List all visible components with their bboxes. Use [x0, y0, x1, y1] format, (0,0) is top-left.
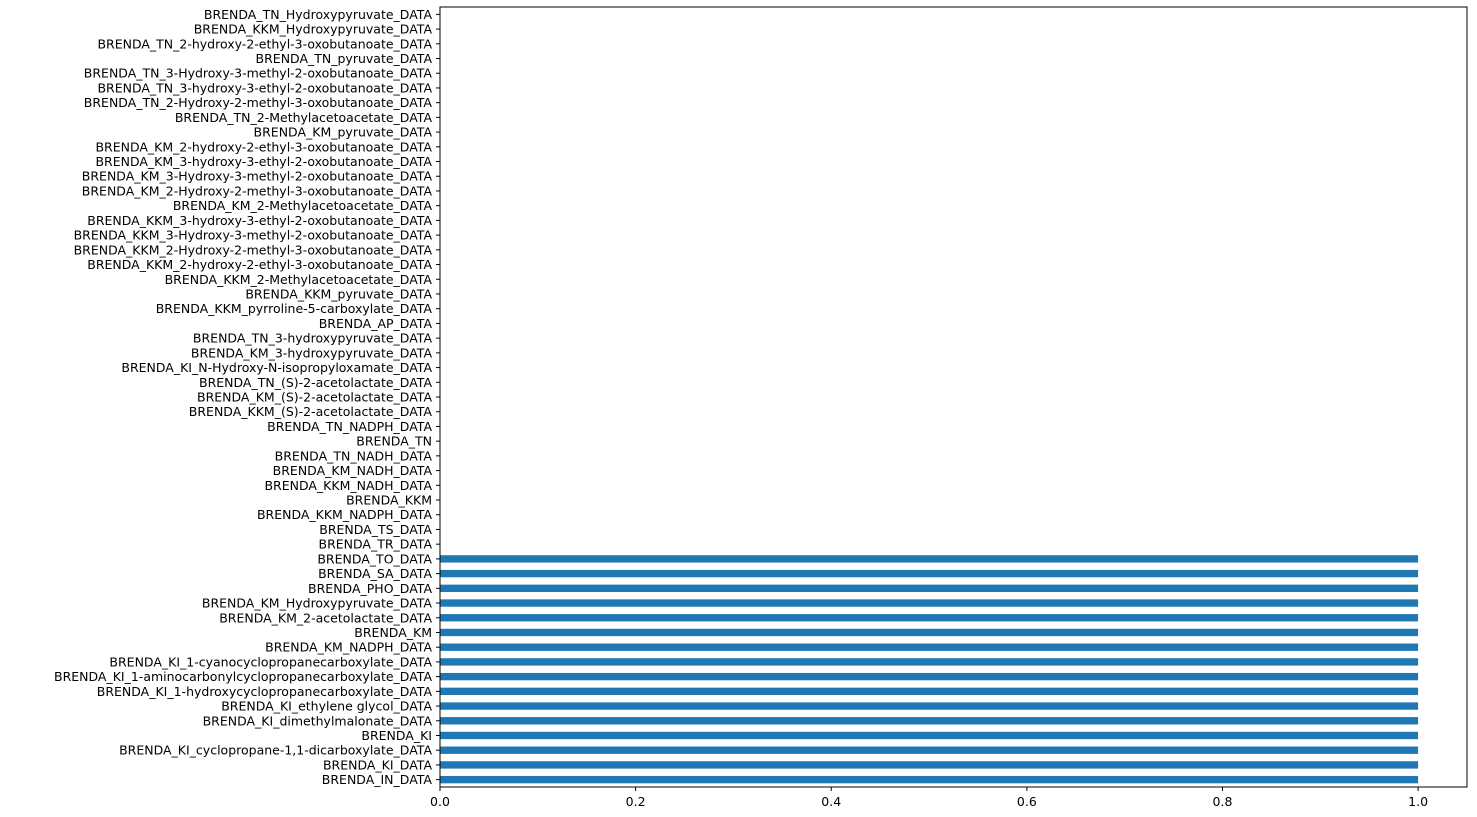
y-tick-label: BRENDA_AP_DATA	[319, 316, 433, 331]
y-tick-label: BRENDA_TN_NADH_DATA	[275, 448, 433, 463]
y-tick-label: BRENDA_TN_3-hydroxy-3-ethyl-2-oxobutanoa…	[97, 80, 432, 95]
y-tick-label: BRENDA_KKM_pyruvate_DATA	[245, 286, 432, 301]
y-tick-label: BRENDA_KKM_2-Hydroxy-2-methyl-3-oxobutan…	[74, 242, 433, 257]
y-axis-ticks: BRENDA_IN_DATABRENDA_KI_DATABRENDA_KI_cy…	[54, 7, 440, 787]
x-tick-label: 0.2	[626, 794, 646, 809]
y-tick-label: BRENDA_KKM_2-Methylacetoacetate_DATA	[165, 272, 433, 287]
y-tick-label: BRENDA_KKM_3-hydroxy-3-ethyl-2-oxobutano…	[87, 213, 432, 228]
y-tick-label: BRENDA_TO_DATA	[317, 551, 432, 566]
plot-frame	[439, 6, 1468, 788]
y-tick-label: BRENDA_KKM_NADH_DATA	[264, 478, 432, 493]
y-tick-label: BRENDA_TN	[356, 434, 432, 449]
bars-layer	[440, 555, 1419, 784]
y-tick-label: BRENDA_KM_3-Hydroxy-3-methyl-2-oxobutano…	[82, 169, 433, 184]
y-tick-label: BRENDA_KM_Hydroxypyruvate_DATA	[202, 596, 433, 611]
y-tick-label: BRENDA_TN_2-Hydroxy-2-methyl-3-oxobutano…	[84, 95, 433, 110]
y-tick-label: BRENDA_KKM_(S)-2-acetolactate_DATA	[189, 404, 433, 419]
y-tick-label: BRENDA_TS_DATA	[319, 522, 432, 537]
bar	[440, 702, 1419, 710]
bar	[440, 746, 1419, 754]
y-tick-label: BRENDA_TN_2-Methylacetoacetate_DATA	[175, 110, 433, 125]
bar	[440, 687, 1419, 696]
y-tick-label: BRENDA_KI_1-cyanocyclopropanecarboxylate…	[109, 654, 432, 669]
bar	[440, 599, 1419, 607]
y-tick-label: BRENDA_TN_3-Hydroxy-3-methyl-2-oxobutano…	[84, 66, 433, 81]
y-tick-label: BRENDA_KKM	[346, 493, 432, 508]
bar	[440, 672, 1419, 681]
bar	[440, 731, 1419, 740]
bar	[440, 555, 1419, 563]
bar	[440, 658, 1419, 666]
y-tick-label: BRENDA_KI_cyclopropane-1,1-dicarboxylate…	[119, 743, 432, 758]
bar	[440, 569, 1419, 578]
bar	[440, 628, 1419, 637]
x-tick-label: 0.0	[430, 794, 450, 809]
y-tick-label: BRENDA_KM_3-hydroxypyruvate_DATA	[191, 345, 433, 360]
x-tick-label: 0.6	[1017, 794, 1037, 809]
y-tick-label: BRENDA_KM_2-Hydroxy-2-methyl-3-oxobutano…	[82, 183, 433, 198]
x-tick-label: 0.4	[821, 794, 841, 809]
y-tick-label: BRENDA_KM_pyruvate_DATA	[254, 125, 433, 140]
x-axis-ticks: 0.0 0.2 0.4 0.6 0.8 1.0	[430, 787, 1428, 809]
y-tick-label: BRENDA_KI_DATA	[323, 757, 433, 772]
y-tick-label: BRENDA_KKM_Hydroxypyruvate_DATA	[194, 22, 433, 37]
y-tick-label: BRENDA_KI	[361, 728, 432, 743]
y-tick-label: BRENDA_TN_pyruvate_DATA	[256, 51, 433, 66]
bar	[440, 761, 1419, 769]
y-tick-label: BRENDA_TN_(S)-2-acetolactate_DATA	[199, 375, 432, 390]
y-tick-label: BRENDA_KKM_2-hydroxy-2-ethyl-3-oxobutano…	[87, 257, 432, 272]
y-tick-label: BRENDA_KI_ethylene glycol_DATA	[221, 699, 432, 714]
y-tick-label: BRENDA_KKM_3-Hydroxy-3-methyl-2-oxobutan…	[74, 228, 433, 243]
bar	[440, 584, 1419, 592]
y-tick-label: BRENDA_TN_2-hydroxy-2-ethyl-3-oxobutanoa…	[97, 36, 432, 51]
bar	[440, 643, 1419, 651]
y-tick-label: BRENDA_PHO_DATA	[308, 581, 432, 596]
y-tick-label: BRENDA_KM_(S)-2-acetolactate_DATA	[197, 390, 432, 405]
bar	[440, 614, 1419, 622]
y-tick-label: BRENDA_KM_2-hydroxy-2-ethyl-3-oxobutanoa…	[95, 139, 432, 154]
y-tick-label: BRENDA_IN_DATA	[322, 772, 433, 787]
y-tick-label: BRENDA_KKM_pyrroline-5-carboxylate_DATA	[156, 301, 433, 316]
bar	[440, 775, 1419, 784]
x-tick-label: 0.8	[1213, 794, 1233, 809]
y-tick-label: BRENDA_KM_NADH_DATA	[273, 463, 433, 478]
x-tick-label: 1.0	[1408, 794, 1428, 809]
y-tick-label: BRENDA_KM_2-Methylacetoacetate_DATA	[173, 198, 433, 213]
y-tick-label: BRENDA_KM_NADPH_DATA	[265, 640, 432, 655]
y-tick-label: BRENDA_KM_2-acetolactate_DATA	[219, 610, 432, 625]
y-tick-label: BRENDA_KKM_NADPH_DATA	[257, 507, 433, 522]
y-tick-label: BRENDA_TN_NADPH_DATA	[267, 419, 432, 434]
y-tick-label: BRENDA_KI_1-aminocarbonylcyclopropanecar…	[54, 669, 432, 684]
bar	[440, 717, 1419, 725]
y-tick-label: BRENDA_TN_Hydroxypyruvate_DATA	[204, 7, 433, 22]
y-tick-label: BRENDA_KI_1-hydroxycyclopropanecarboxyla…	[97, 684, 433, 699]
y-tick-label: BRENDA_SA_DATA	[318, 566, 432, 581]
y-tick-label: BRENDA_KI_dimethylmalonate_DATA	[203, 713, 433, 728]
y-tick-label: BRENDA_KI_N-Hydroxy-N-isopropyloxamate_D…	[121, 360, 432, 375]
y-tick-label: BRENDA_TN_3-hydroxypyruvate_DATA	[193, 331, 433, 346]
y-tick-label: BRENDA_KM	[354, 625, 432, 640]
y-tick-label: BRENDA_TR_DATA	[319, 537, 433, 552]
y-tick-label: BRENDA_KM_3-hydroxy-3-ethyl-2-oxobutanoa…	[95, 154, 432, 169]
